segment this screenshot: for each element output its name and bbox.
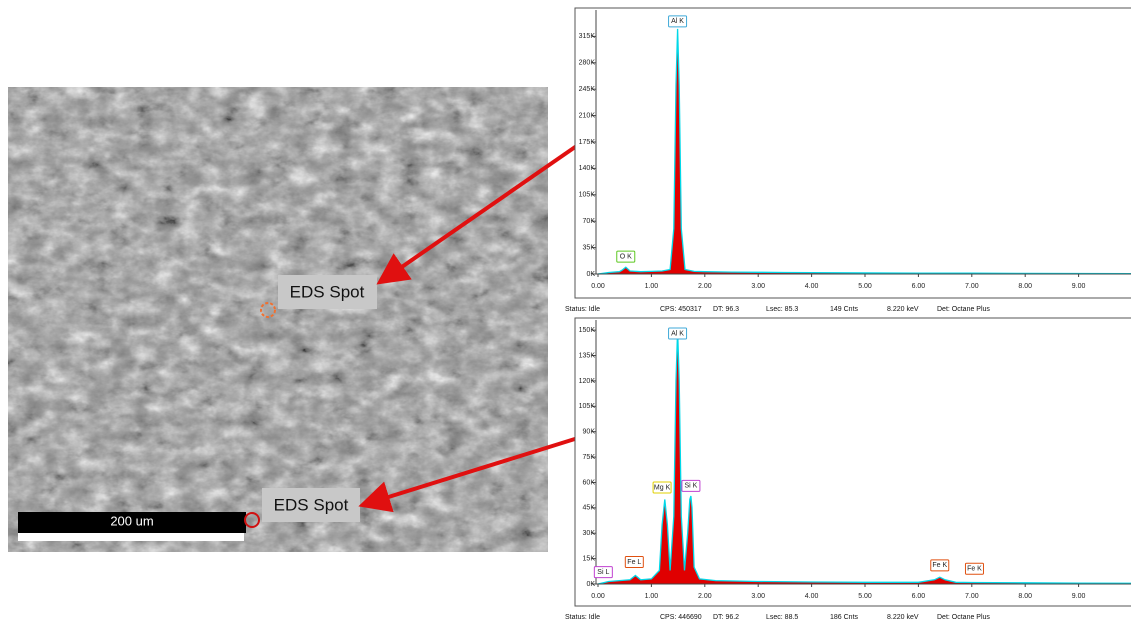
y-tick-label: 75K bbox=[583, 454, 596, 461]
y-tick-label: 280K bbox=[579, 60, 596, 67]
x-tick-label: 0.00 bbox=[591, 283, 605, 290]
spectra: 0K 35K 70K 105K 140K 175K 210K 245K 280K 315K 0.00… bbox=[565, 8, 1131, 621]
y-tick-label: 150K bbox=[579, 327, 596, 334]
y-tick-label: 135K bbox=[579, 352, 596, 359]
plot-frame bbox=[575, 318, 1131, 606]
peak-label: Fe L bbox=[627, 559, 641, 566]
x-tick-label: 2.00 bbox=[698, 283, 712, 290]
x-tick-label: 5.00 bbox=[858, 593, 872, 600]
x-tick-label: 4.00 bbox=[805, 283, 819, 290]
y-tick-label: 105K bbox=[579, 192, 596, 199]
y-tick-label: 175K bbox=[579, 139, 596, 146]
status-text: Det: Octane Plus bbox=[937, 306, 990, 313]
status-text: 8.220 keV bbox=[887, 614, 919, 621]
peak-label: Si K bbox=[684, 483, 697, 490]
y-tick-label: 120K bbox=[579, 378, 596, 385]
peak-label: Fe K bbox=[967, 566, 982, 573]
scale-bar-white bbox=[18, 533, 244, 541]
y-tick-label: 140K bbox=[579, 165, 596, 172]
status-text: CPS: 450317 bbox=[660, 306, 702, 313]
peak-label: Mg K bbox=[654, 484, 671, 491]
peak-label: O K bbox=[620, 253, 632, 260]
y-tick-label: 35K bbox=[583, 244, 596, 251]
x-tick-label: 7.00 bbox=[965, 593, 979, 600]
x-tick-label: 6.00 bbox=[912, 593, 926, 600]
y-tick-label: 45K bbox=[583, 505, 596, 512]
x-tick-label: 1.00 bbox=[645, 283, 659, 290]
x-tick-label: 5.00 bbox=[858, 283, 872, 290]
status-text: Det: Octane Plus bbox=[937, 614, 990, 621]
x-tick-label: 9.00 bbox=[1072, 283, 1086, 290]
x-tick-label: 7.00 bbox=[965, 283, 979, 290]
y-tick-label: 245K bbox=[579, 86, 596, 93]
status-text: 8.220 keV bbox=[887, 306, 919, 313]
x-tick-label: 1.00 bbox=[645, 593, 659, 600]
status-text: Status: Idle bbox=[565, 614, 600, 621]
y-tick-label: 70K bbox=[583, 218, 596, 225]
y-tick-label: 30K bbox=[583, 530, 596, 537]
peak-label: Al K bbox=[671, 18, 684, 25]
status-text: Status: Idle bbox=[565, 306, 600, 313]
status-text: Lsec: 88.5 bbox=[766, 614, 798, 621]
x-tick-label: 3.00 bbox=[751, 283, 765, 290]
y-tick-label: 0K bbox=[586, 271, 595, 278]
x-tick-label: 3.00 bbox=[751, 593, 765, 600]
plot-frame bbox=[575, 8, 1131, 298]
peak-label: Si L bbox=[597, 569, 609, 576]
status-text: DT: 96.2 bbox=[713, 614, 739, 621]
y-tick-label: 210K bbox=[579, 112, 596, 119]
x-tick-label: 8.00 bbox=[1018, 283, 1032, 290]
peak-label: Fe K bbox=[932, 562, 947, 569]
y-tick-label: 15K bbox=[583, 555, 596, 562]
x-tick-label: 6.00 bbox=[912, 283, 926, 290]
y-tick-label: 60K bbox=[583, 479, 596, 486]
status-text: Lsec: 85.3 bbox=[766, 306, 798, 313]
y-tick-label: 315K bbox=[579, 33, 596, 40]
y-tick-label: 90K bbox=[583, 429, 596, 436]
x-tick-label: 9.00 bbox=[1072, 593, 1086, 600]
peak-label: Al K bbox=[671, 330, 684, 337]
status-text: 149 Cnts bbox=[830, 306, 859, 313]
figure: 200 um EDS Spot EDS Spot 0K 35K 70K 105K 140… bbox=[0, 0, 1131, 622]
spot-label: EDS Spot bbox=[290, 282, 365, 301]
spot-label: EDS Spot bbox=[274, 495, 349, 514]
y-tick-label: 105K bbox=[579, 403, 596, 410]
status-text: 186 Cnts bbox=[830, 614, 859, 621]
sem-image bbox=[8, 87, 548, 552]
x-tick-label: 8.00 bbox=[1018, 593, 1032, 600]
x-tick-label: 2.00 bbox=[698, 593, 712, 600]
x-tick-label: 4.00 bbox=[805, 593, 819, 600]
y-tick-label: 0K bbox=[586, 581, 595, 588]
x-tick-label: 0.00 bbox=[591, 593, 605, 600]
scale-label: 200 um bbox=[110, 513, 153, 528]
status-text: DT: 96.3 bbox=[713, 306, 739, 313]
status-text: CPS: 446690 bbox=[660, 614, 702, 621]
